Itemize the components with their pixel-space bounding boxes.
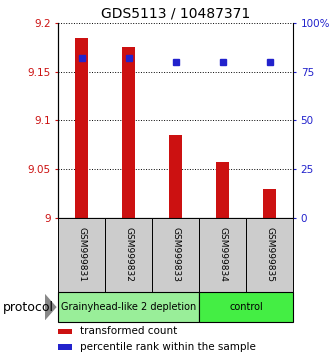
- Bar: [122, 47, 135, 218]
- Bar: [75, 38, 88, 218]
- Text: Grainyhead-like 2 depletion: Grainyhead-like 2 depletion: [61, 302, 196, 312]
- Bar: [58, 218, 105, 292]
- Text: protocol: protocol: [3, 301, 54, 314]
- Bar: [105, 218, 152, 292]
- Bar: [152, 218, 199, 292]
- Text: percentile rank within the sample: percentile rank within the sample: [80, 342, 256, 352]
- Bar: [58, 292, 199, 322]
- Text: GSM999832: GSM999832: [124, 227, 133, 282]
- Text: GSM999831: GSM999831: [77, 227, 86, 282]
- Text: control: control: [229, 302, 263, 312]
- Title: GDS5113 / 10487371: GDS5113 / 10487371: [101, 6, 250, 21]
- Text: GSM999834: GSM999834: [218, 227, 227, 282]
- Polygon shape: [45, 294, 57, 320]
- Bar: [199, 218, 246, 292]
- Bar: [58, 329, 72, 333]
- Text: transformed count: transformed count: [80, 326, 177, 336]
- Bar: [58, 344, 72, 349]
- Bar: [263, 188, 276, 218]
- Bar: [199, 292, 293, 322]
- Bar: [246, 218, 293, 292]
- Bar: [169, 135, 182, 218]
- Text: GSM999835: GSM999835: [265, 227, 274, 282]
- Text: GSM999833: GSM999833: [171, 227, 180, 282]
- Bar: [216, 162, 229, 218]
